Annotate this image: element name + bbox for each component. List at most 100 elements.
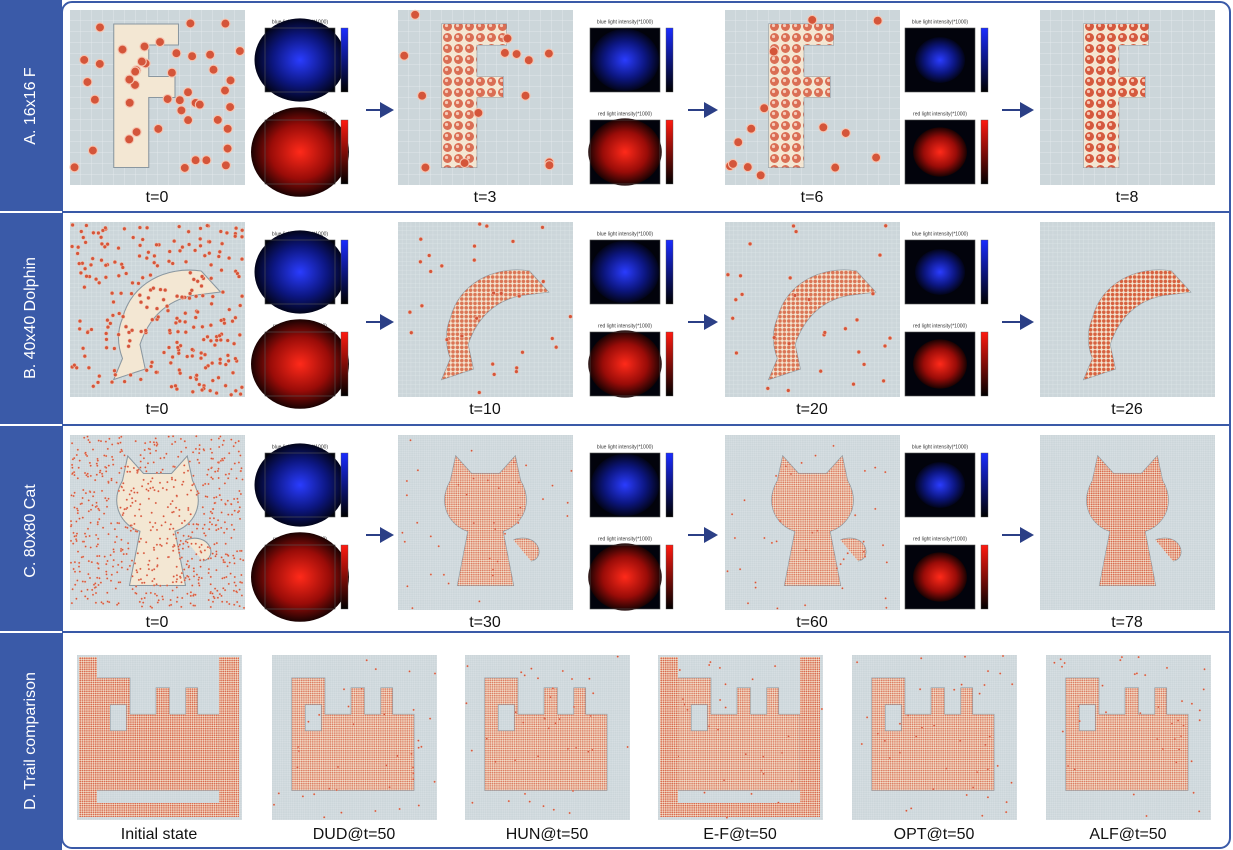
robot xyxy=(161,350,167,355)
robot xyxy=(230,503,233,506)
robot xyxy=(98,577,101,580)
robot xyxy=(109,379,115,385)
robot xyxy=(225,527,229,531)
robot xyxy=(494,760,497,763)
tile xyxy=(69,222,245,397)
robot xyxy=(433,780,436,783)
robot xyxy=(238,303,243,308)
robot xyxy=(96,543,100,546)
robot xyxy=(174,506,178,509)
robot xyxy=(230,319,235,324)
robot xyxy=(97,537,100,540)
robot xyxy=(119,450,122,454)
robot xyxy=(574,746,578,750)
robot xyxy=(85,454,89,458)
robot-column xyxy=(79,657,97,817)
robot xyxy=(175,578,179,581)
robot xyxy=(726,570,729,573)
robot xyxy=(140,275,145,280)
robot xyxy=(210,360,215,366)
robot xyxy=(121,548,124,551)
robot xyxy=(99,241,105,247)
robot xyxy=(105,470,108,473)
robot xyxy=(159,584,162,587)
robot xyxy=(98,471,102,474)
robot xyxy=(239,454,242,457)
robot xyxy=(191,531,194,534)
robot xyxy=(960,683,963,686)
robot xyxy=(134,499,137,503)
heatmap-frame xyxy=(904,27,976,93)
robot xyxy=(207,567,211,571)
robot xyxy=(112,259,118,265)
robot xyxy=(154,521,157,525)
robot xyxy=(156,557,159,560)
robot xyxy=(165,584,169,587)
robot xyxy=(226,358,231,364)
robot xyxy=(883,223,888,228)
robot xyxy=(178,514,181,518)
robot xyxy=(170,354,175,360)
robot xyxy=(189,591,193,594)
robot xyxy=(132,466,136,470)
robot xyxy=(212,517,216,520)
robot xyxy=(175,580,178,583)
robot xyxy=(89,490,92,494)
robot-column xyxy=(800,657,820,817)
robot xyxy=(786,341,792,346)
robot xyxy=(180,605,183,609)
robot xyxy=(100,472,104,475)
robot xyxy=(172,575,175,578)
robot xyxy=(517,521,520,525)
robot xyxy=(209,447,212,451)
robot xyxy=(222,558,225,562)
robot xyxy=(216,589,219,592)
robot xyxy=(145,541,148,544)
robot xyxy=(161,598,165,601)
robot xyxy=(119,506,122,509)
robot xyxy=(788,275,793,281)
robot xyxy=(89,464,92,467)
robot xyxy=(124,97,135,108)
robot xyxy=(135,569,138,572)
robot xyxy=(240,573,243,577)
robot xyxy=(221,577,224,580)
robot xyxy=(984,743,987,746)
robot xyxy=(486,479,489,482)
robot xyxy=(72,363,77,368)
heatmap-frame xyxy=(264,119,336,185)
robot xyxy=(409,439,412,442)
robot xyxy=(149,452,152,455)
robot xyxy=(208,64,219,75)
robot xyxy=(154,437,157,440)
robot xyxy=(175,600,179,603)
robot xyxy=(499,47,510,58)
frame-label: t=8 xyxy=(1116,189,1139,206)
sidebar-dividers xyxy=(0,211,62,633)
robot xyxy=(96,561,99,565)
robot xyxy=(220,556,223,559)
robot xyxy=(196,523,200,526)
robot xyxy=(146,250,151,255)
robot xyxy=(117,44,128,55)
robot xyxy=(986,669,990,673)
robot xyxy=(472,243,477,249)
robot xyxy=(139,453,142,457)
robot xyxy=(224,230,230,236)
robot xyxy=(175,537,178,540)
robot xyxy=(830,162,841,173)
robot xyxy=(492,521,496,525)
robot xyxy=(105,454,108,458)
robot xyxy=(137,578,141,582)
robot xyxy=(124,74,135,85)
robot xyxy=(727,158,739,169)
robot xyxy=(511,48,522,60)
robot xyxy=(194,373,199,378)
robot xyxy=(82,76,93,88)
robot xyxy=(99,469,102,472)
robot xyxy=(465,702,468,705)
robot xyxy=(173,320,179,326)
robot xyxy=(210,523,214,526)
robot xyxy=(187,523,191,526)
robot xyxy=(220,511,223,514)
